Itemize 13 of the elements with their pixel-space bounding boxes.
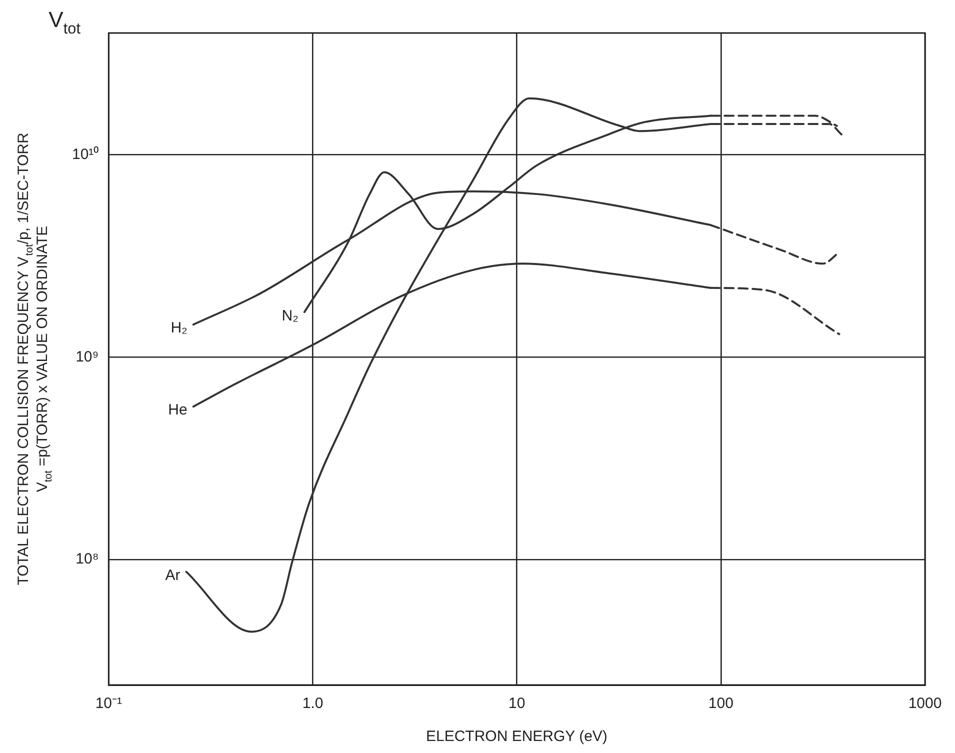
- y-tick-label: 10¹⁰: [72, 146, 99, 163]
- x-tick-label: 1.0: [302, 695, 324, 712]
- x-tick-label: 100: [708, 695, 734, 712]
- y-tick-label: 10⁹: [76, 348, 99, 366]
- x-tick-label: 1000: [908, 695, 942, 712]
- series-label: Ar: [165, 566, 180, 584]
- x-axis-title: ELECTRON ENERGY (eV): [426, 728, 608, 745]
- series-label: N₂: [282, 307, 299, 324]
- y-tick-label: 10⁸: [76, 550, 99, 568]
- x-tick-label: 10: [508, 695, 526, 712]
- series-label: H₂: [170, 320, 188, 337]
- x-tick-label: 10⁻¹: [95, 695, 122, 712]
- series-label: He: [168, 402, 188, 419]
